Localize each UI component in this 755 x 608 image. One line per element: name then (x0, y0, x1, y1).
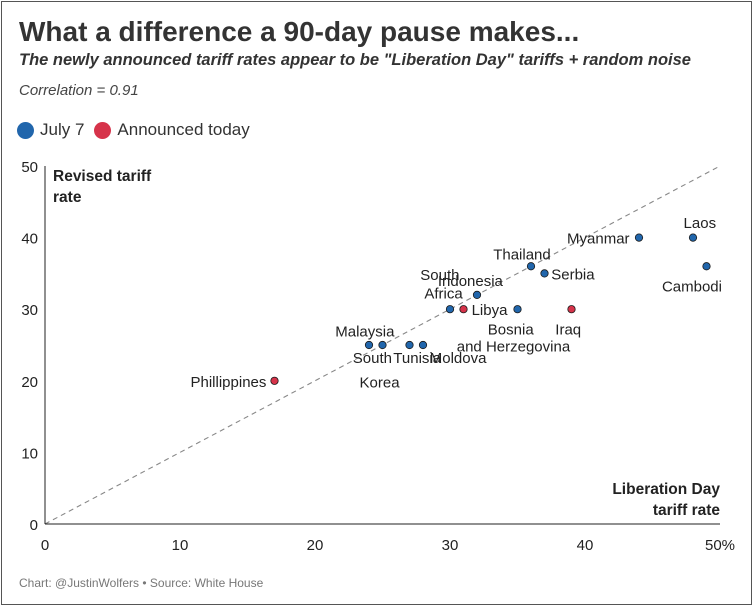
footer-source: Source: White House (149, 576, 264, 590)
y-tick-label: 30 (21, 302, 38, 319)
x-tick-label: 20 (307, 537, 324, 554)
data-point (540, 269, 549, 278)
data-point (364, 340, 374, 350)
data-point (634, 233, 644, 242)
correlation-note: Correlation = 0.91 (19, 82, 139, 99)
data-point (526, 262, 536, 271)
point-label: Libya (472, 302, 509, 319)
data-point (513, 305, 522, 314)
point-label: South (353, 350, 392, 367)
point-label: Malaysia (335, 324, 395, 341)
data-point (378, 340, 387, 350)
legend-swatch-announced (94, 121, 112, 139)
point-label: Thailand (493, 246, 551, 263)
y-axis-label: Revised tariff (53, 168, 152, 185)
point-label: Tunisia (393, 350, 441, 367)
data-point (567, 305, 576, 314)
x-tick-label: 10 (172, 537, 189, 554)
x-axis-label: Liberation Day (612, 481, 720, 498)
x-tick-label: 0 (41, 537, 49, 554)
chart-title: What a difference a 90-day pause makes..… (19, 16, 580, 47)
x-tick-label: 40 (577, 537, 594, 554)
x-tick-label: 30 (442, 537, 459, 554)
chart-subtitle: The newly announced tariff rates appear … (19, 51, 691, 69)
point-label: Africa (424, 286, 463, 303)
point-label: South (420, 267, 459, 284)
legend-label-july7: July 7 (40, 120, 85, 139)
y-tick-label: 0 (30, 517, 38, 534)
legend-item-announced: Announced today (94, 120, 250, 140)
x-axis-label: tariff rate (653, 502, 721, 519)
y-tick-label: 40 (21, 231, 38, 248)
legend: July 7 Announced today (17, 120, 260, 140)
point-label: Myanmar (567, 231, 630, 248)
point-label: Korea (360, 375, 401, 392)
data-point (405, 340, 414, 350)
point-label: Laos (684, 215, 717, 232)
data-point (445, 305, 455, 314)
point-label: and Herzegovina (457, 339, 571, 356)
point-label: Serbia (551, 266, 595, 283)
legend-swatch-july7 (17, 121, 34, 139)
data-point (270, 376, 279, 385)
point-label: Phillippines (191, 374, 267, 391)
data-point (459, 305, 468, 314)
data-point (702, 262, 711, 271)
x-tick-label: 50% (705, 537, 735, 554)
data-point (688, 233, 698, 242)
y-tick-label: 20 (21, 374, 38, 391)
y-axis-label: rate (53, 189, 82, 206)
point-label: Moldova (430, 350, 487, 367)
footer-separator: • (142, 576, 147, 590)
point-label: Cambodi (662, 279, 722, 296)
chart-footer: Chart: @JustinWolfers • Source: White Ho… (19, 576, 263, 590)
data-point (472, 290, 482, 299)
point-label: Iraq (555, 322, 581, 339)
point-label: Bosnia (488, 322, 535, 339)
legend-item-july7: July 7 (17, 120, 84, 140)
y-tick-label: 50 (21, 159, 38, 176)
legend-label-announced: Announced today (117, 120, 250, 139)
footer-credit: Chart: @JustinWolfers (19, 576, 139, 590)
data-point (418, 340, 428, 350)
y-tick-label: 10 (21, 445, 38, 462)
point-label: Indonesia (438, 273, 504, 290)
